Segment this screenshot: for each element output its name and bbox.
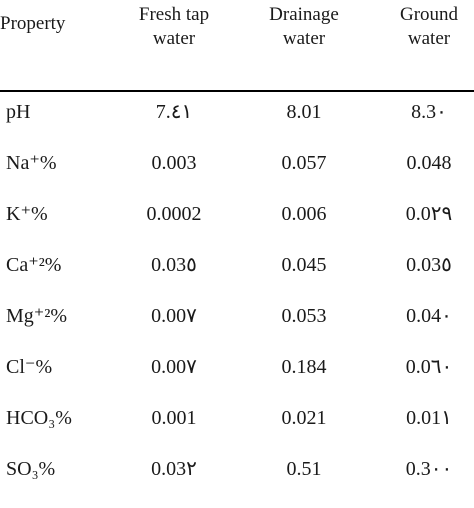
cell-drainage: 0.045 <box>281 254 327 276</box>
cell-fresh: 0.001 <box>151 407 197 429</box>
cell-ground: 0.03٥ <box>406 254 452 276</box>
cell-ground: 0.04٠ <box>406 305 452 327</box>
header-drainage-water: Drainage water <box>248 3 360 51</box>
cell-fresh: 0.00٧ <box>151 305 197 327</box>
cell-fresh: 0.003 <box>151 152 197 174</box>
cell-property: SO₃% <box>6 458 56 480</box>
cell-fresh: 0.00٧ <box>151 356 197 378</box>
cell-property: pH <box>6 101 31 123</box>
cell-drainage: 0.006 <box>281 203 327 225</box>
header-property-label: Property <box>0 13 66 34</box>
cell-ground: 8.3٠ <box>411 101 447 123</box>
header-property: Property <box>0 12 92 36</box>
cell-fresh: 0.03٢ <box>151 458 197 480</box>
table-row: pH 7.٤١ 8.01 8.3٠ <box>0 100 474 151</box>
table-row: Cl⁻% 0.00٧ 0.184 0.0٦٠ <box>0 355 474 406</box>
cell-ground: 0.048 <box>406 152 452 174</box>
cell-property: Na⁺% <box>6 152 57 174</box>
cell-drainage: 0.053 <box>281 305 327 327</box>
cell-property: K⁺% <box>6 203 48 225</box>
table-row: Na⁺% 0.003 0.057 0.048 <box>0 151 474 202</box>
cell-fresh: 0.03٥ <box>151 254 197 276</box>
cell-property: HCO₃% <box>6 407 72 429</box>
table-row: K⁺% 0.0002 0.006 0.0٢٩ <box>0 202 474 253</box>
header-fresh-line1: Fresh tap <box>138 4 210 25</box>
header-divider <box>0 90 474 92</box>
table-row: HCO₃% 0.001 0.021 0.01١ <box>0 406 474 457</box>
cell-property: Mg⁺²% <box>6 305 67 327</box>
cell-ground: 0.01١ <box>406 407 452 429</box>
table-row: SO₃% 0.03٢ 0.51 0.3٠٠ <box>0 457 474 508</box>
cell-ground: 0.0٦٠ <box>405 356 453 378</box>
cell-ground: 0.3٠٠ <box>405 458 453 480</box>
cell-property: Ca⁺²% <box>6 254 62 276</box>
table-row: Mg⁺²% 0.00٧ 0.053 0.04٠ <box>0 304 474 355</box>
table-row: Ca⁺²% 0.03٥ 0.045 0.03٥ <box>0 253 474 304</box>
cell-drainage: 0.184 <box>281 356 327 378</box>
header-ground-line1: Ground <box>399 4 459 25</box>
header-fresh-line2: water <box>152 28 196 49</box>
cell-drainage: 8.01 <box>286 101 322 123</box>
cell-drainage: 0.51 <box>286 458 322 480</box>
header-drainage-line2: water <box>282 28 326 49</box>
header-fresh-tap-water: Fresh tap water <box>118 3 230 51</box>
header-ground-water: Ground water <box>384 3 474 51</box>
cell-drainage: 0.057 <box>281 152 327 174</box>
cell-fresh: 7.٤١ <box>155 101 193 123</box>
header-ground-line2: water <box>407 28 451 49</box>
cell-ground: 0.0٢٩ <box>405 203 453 225</box>
cell-drainage: 0.021 <box>281 407 327 429</box>
cell-fresh: 0.0002 <box>146 203 202 225</box>
cell-property: Cl⁻% <box>6 356 53 378</box>
header-drainage-line1: Drainage <box>269 4 339 25</box>
